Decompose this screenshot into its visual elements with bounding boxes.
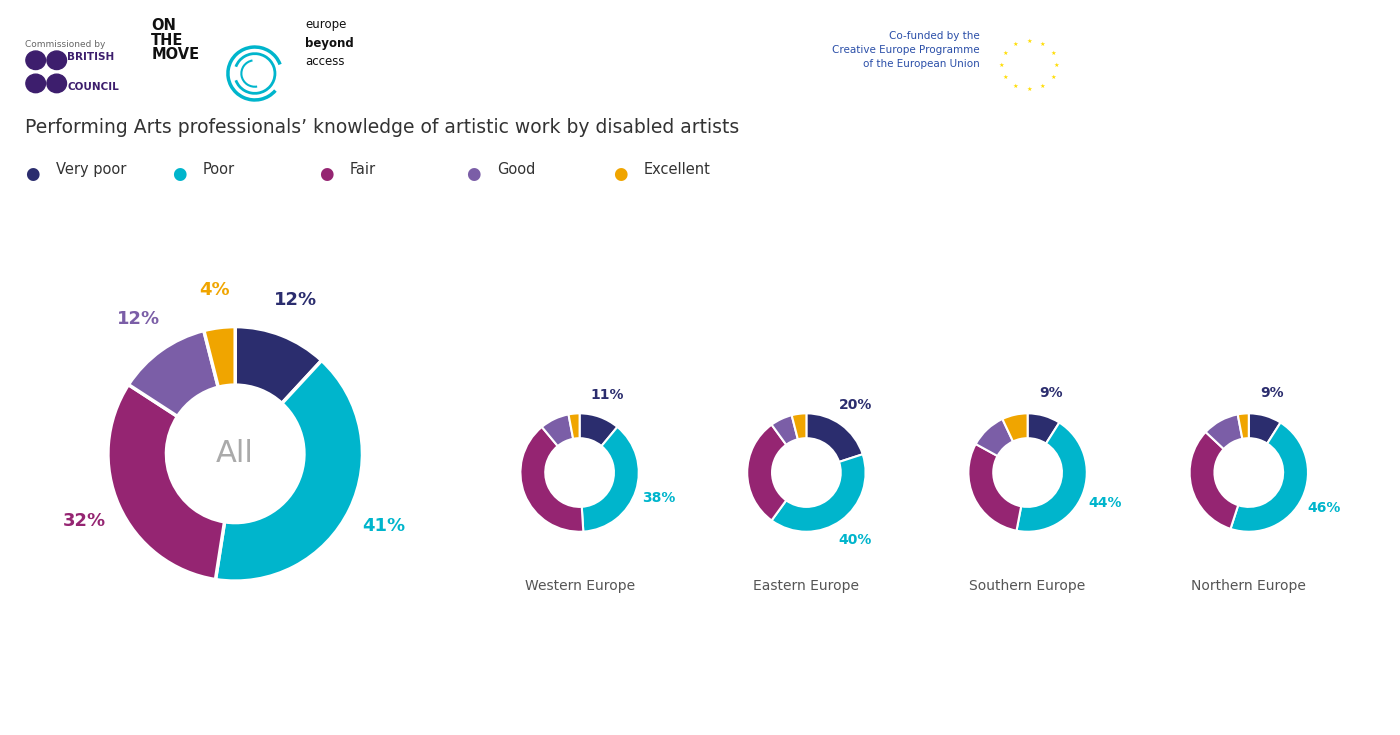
Wedge shape <box>568 413 580 439</box>
Wedge shape <box>216 360 363 581</box>
Text: ★: ★ <box>1040 84 1046 88</box>
Circle shape <box>27 74 45 93</box>
Text: ●: ● <box>25 165 39 183</box>
Text: ★: ★ <box>1026 39 1032 44</box>
Text: 41%: 41% <box>363 517 406 535</box>
Text: ★: ★ <box>1050 75 1056 80</box>
Text: ★: ★ <box>1050 51 1056 56</box>
Text: Eastern Europe: Eastern Europe <box>753 579 860 593</box>
Text: 12%: 12% <box>118 310 161 329</box>
Text: 9%: 9% <box>1260 386 1284 400</box>
Wedge shape <box>1231 423 1308 531</box>
Text: ★: ★ <box>1012 43 1018 47</box>
Wedge shape <box>771 454 865 531</box>
Wedge shape <box>976 419 1014 456</box>
Wedge shape <box>582 427 638 531</box>
Wedge shape <box>748 425 787 520</box>
Text: ★: ★ <box>1002 75 1008 80</box>
Wedge shape <box>1016 423 1086 531</box>
Wedge shape <box>771 415 798 445</box>
Text: 20%: 20% <box>839 398 872 412</box>
Text: 4%: 4% <box>199 281 230 298</box>
Wedge shape <box>1028 413 1060 443</box>
Text: Southern Europe: Southern Europe <box>969 579 1086 593</box>
Text: Good: Good <box>497 162 535 177</box>
Wedge shape <box>1205 415 1242 449</box>
Circle shape <box>48 74 67 93</box>
Text: ●: ● <box>319 165 333 183</box>
Text: ★: ★ <box>1054 63 1060 68</box>
Circle shape <box>48 51 67 70</box>
Wedge shape <box>1190 432 1238 529</box>
Wedge shape <box>1249 413 1281 443</box>
Wedge shape <box>806 413 862 462</box>
Text: Co-funded by the
Creative Europe Programme
of the European Union: Co-funded by the Creative Europe Program… <box>833 31 980 69</box>
Wedge shape <box>542 415 573 446</box>
Text: COUNCIL: COUNCIL <box>67 82 119 92</box>
Text: ★: ★ <box>1012 84 1018 88</box>
Wedge shape <box>235 326 322 404</box>
Text: ★: ★ <box>1002 51 1008 56</box>
Text: ★: ★ <box>1026 87 1032 92</box>
Text: europe: europe <box>305 18 347 44</box>
Text: 9%: 9% <box>1039 386 1063 400</box>
Text: 40%: 40% <box>839 533 872 547</box>
Text: Poor: Poor <box>203 162 235 177</box>
Text: ●: ● <box>466 165 480 183</box>
Text: Excellent: Excellent <box>644 162 711 177</box>
Wedge shape <box>204 326 235 387</box>
Text: ★: ★ <box>998 63 1004 68</box>
Text: ●: ● <box>172 165 186 183</box>
Text: Northern Europe: Northern Europe <box>1191 579 1306 593</box>
Text: 46%: 46% <box>1308 501 1340 514</box>
Wedge shape <box>1238 413 1249 439</box>
Text: Fair: Fair <box>350 162 377 177</box>
Text: 44%: 44% <box>1088 496 1121 510</box>
Text: BRITISH: BRITISH <box>67 52 115 62</box>
Text: All: All <box>216 440 255 468</box>
Text: ★: ★ <box>1040 43 1046 47</box>
Text: 38%: 38% <box>641 491 675 505</box>
Text: beyond: beyond <box>305 37 354 62</box>
Text: Very poor: Very poor <box>56 162 126 177</box>
Wedge shape <box>129 331 218 417</box>
Wedge shape <box>108 384 224 580</box>
Text: ON
THE
MOVE: ON THE MOVE <box>151 18 199 62</box>
Text: access: access <box>305 55 344 68</box>
Wedge shape <box>969 444 1021 531</box>
Text: Commissioned by: Commissioned by <box>25 40 105 49</box>
Text: 11%: 11% <box>591 387 624 401</box>
Circle shape <box>27 51 45 70</box>
Wedge shape <box>1002 413 1028 442</box>
Text: ●: ● <box>613 165 627 183</box>
Text: Western Europe: Western Europe <box>525 579 634 593</box>
Text: Performing Arts professionals’ knowledge of artistic work by disabled artists: Performing Arts professionals’ knowledge… <box>25 118 739 137</box>
Wedge shape <box>521 427 584 531</box>
Wedge shape <box>791 413 806 440</box>
Wedge shape <box>580 413 617 446</box>
Text: 12%: 12% <box>274 291 316 309</box>
Text: 32%: 32% <box>63 512 105 531</box>
